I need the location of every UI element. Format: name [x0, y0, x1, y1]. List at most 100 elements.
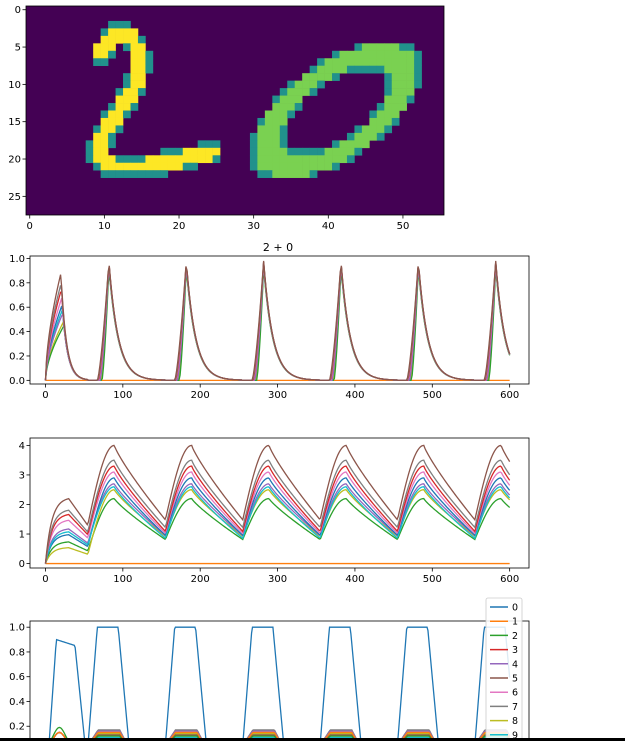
image-pixel	[115, 170, 124, 178]
image-pixel	[332, 140, 340, 149]
image-pixel	[361, 58, 370, 67]
image-pixel	[354, 132, 363, 141]
y-tick-label: 20	[8, 155, 21, 166]
y-tick-label: 0	[15, 5, 21, 16]
x-tick-label: 20	[173, 221, 186, 232]
potential-frame	[29, 437, 530, 569]
image-pixel	[346, 132, 355, 141]
image-pixel	[324, 147, 333, 156]
image-pixel	[339, 50, 348, 59]
image-pixel	[384, 73, 393, 81]
image-pixel	[317, 147, 325, 156]
image-pixel	[264, 117, 273, 126]
image-pixel	[190, 162, 198, 171]
image-pixel	[287, 110, 296, 119]
y-tick-label: 15	[8, 117, 21, 128]
window-bottom-edge	[0, 738, 625, 741]
x-tick-label: 400	[345, 574, 364, 585]
image-pixel	[272, 155, 281, 164]
image-pixel	[130, 95, 139, 104]
legend-label-6: 6	[512, 688, 518, 699]
image-pixel	[130, 58, 139, 67]
y-tick-label: 0.8	[9, 647, 25, 658]
image-pixel	[309, 147, 318, 156]
image-pixel	[123, 28, 131, 37]
y-tick-label: 0.2	[9, 722, 25, 733]
image-pixel	[93, 140, 101, 149]
image-pixel	[167, 162, 176, 171]
image-pixel	[399, 73, 407, 81]
image-pixel	[361, 43, 370, 52]
image-pixel	[384, 117, 393, 126]
image-pixel	[317, 65, 325, 74]
image-pixel	[287, 170, 296, 178]
image-pixel	[384, 95, 393, 104]
image-pixel	[249, 132, 258, 141]
image-pixel	[93, 58, 101, 67]
image-pixel	[264, 140, 273, 149]
image-pixel	[361, 65, 370, 74]
y-tick-label: 0.4	[9, 697, 25, 708]
image-pixel	[264, 162, 273, 171]
image-pixel	[197, 140, 206, 149]
image-pixel	[339, 65, 348, 74]
image-pixel	[85, 140, 94, 149]
image-pixel	[354, 58, 363, 67]
image-pixel	[346, 140, 355, 149]
image-pixel	[302, 73, 310, 81]
y-tick-label: 1	[19, 530, 25, 541]
x-tick-label: 0	[27, 221, 33, 232]
image-pixel	[406, 58, 415, 67]
image-pixel	[309, 155, 318, 164]
image-pixel	[137, 43, 146, 52]
image-pixel	[93, 162, 101, 171]
image-pixel	[123, 80, 131, 89]
image-pixel	[354, 147, 363, 156]
image-pixel	[137, 65, 146, 74]
y-tick-label: 2	[19, 500, 25, 511]
image-pixel	[160, 147, 169, 156]
y-tick-label: 25	[8, 192, 21, 203]
image-pixel	[100, 125, 109, 134]
image-pixel	[115, 28, 124, 37]
image-pixel	[354, 43, 363, 52]
activity-panel: 2 + 0 0 100 200 300 400 500 600 0.0 0.2 0.4 0.6 0.…	[9, 241, 530, 401]
image-pixel	[264, 110, 273, 119]
image-pixel	[145, 155, 154, 164]
x-tick-label: 100	[113, 574, 132, 585]
legend-label-4: 4	[512, 659, 518, 670]
image-pixel	[324, 65, 333, 74]
legend-label-1: 1	[512, 617, 518, 628]
image-pixel	[93, 155, 101, 164]
image-pixel	[317, 58, 325, 67]
image-pixel	[399, 95, 407, 104]
image-pixel	[376, 50, 385, 59]
image-pixel	[272, 125, 281, 134]
image-pixel	[391, 88, 400, 96]
x-tick-label: 30	[247, 221, 260, 232]
y-tick-label: 4	[19, 441, 25, 452]
series-line-2	[44, 497, 511, 564]
image-pixel	[249, 162, 258, 171]
image-pixel	[152, 162, 161, 171]
series-line-1	[50, 731, 511, 741]
y-tick-label: 1.0	[9, 254, 25, 265]
image-pixel	[414, 73, 422, 81]
image-pixel	[391, 110, 400, 119]
image-pixel	[384, 110, 393, 119]
image-pixel	[302, 88, 310, 96]
image-pixel	[108, 35, 116, 44]
image-pixel	[361, 140, 370, 149]
image-pixel	[294, 103, 303, 111]
image-pixel	[108, 155, 116, 164]
image-pixel	[272, 117, 281, 126]
image-pixel	[108, 103, 116, 111]
image-pixel	[108, 117, 116, 126]
image-pixel	[272, 103, 281, 111]
image-pixel	[108, 20, 116, 29]
image-pixel	[130, 35, 139, 44]
image-pixel	[115, 20, 124, 29]
image-pixel	[302, 147, 310, 156]
image-pixel	[354, 140, 363, 149]
image-pixel	[137, 35, 146, 44]
